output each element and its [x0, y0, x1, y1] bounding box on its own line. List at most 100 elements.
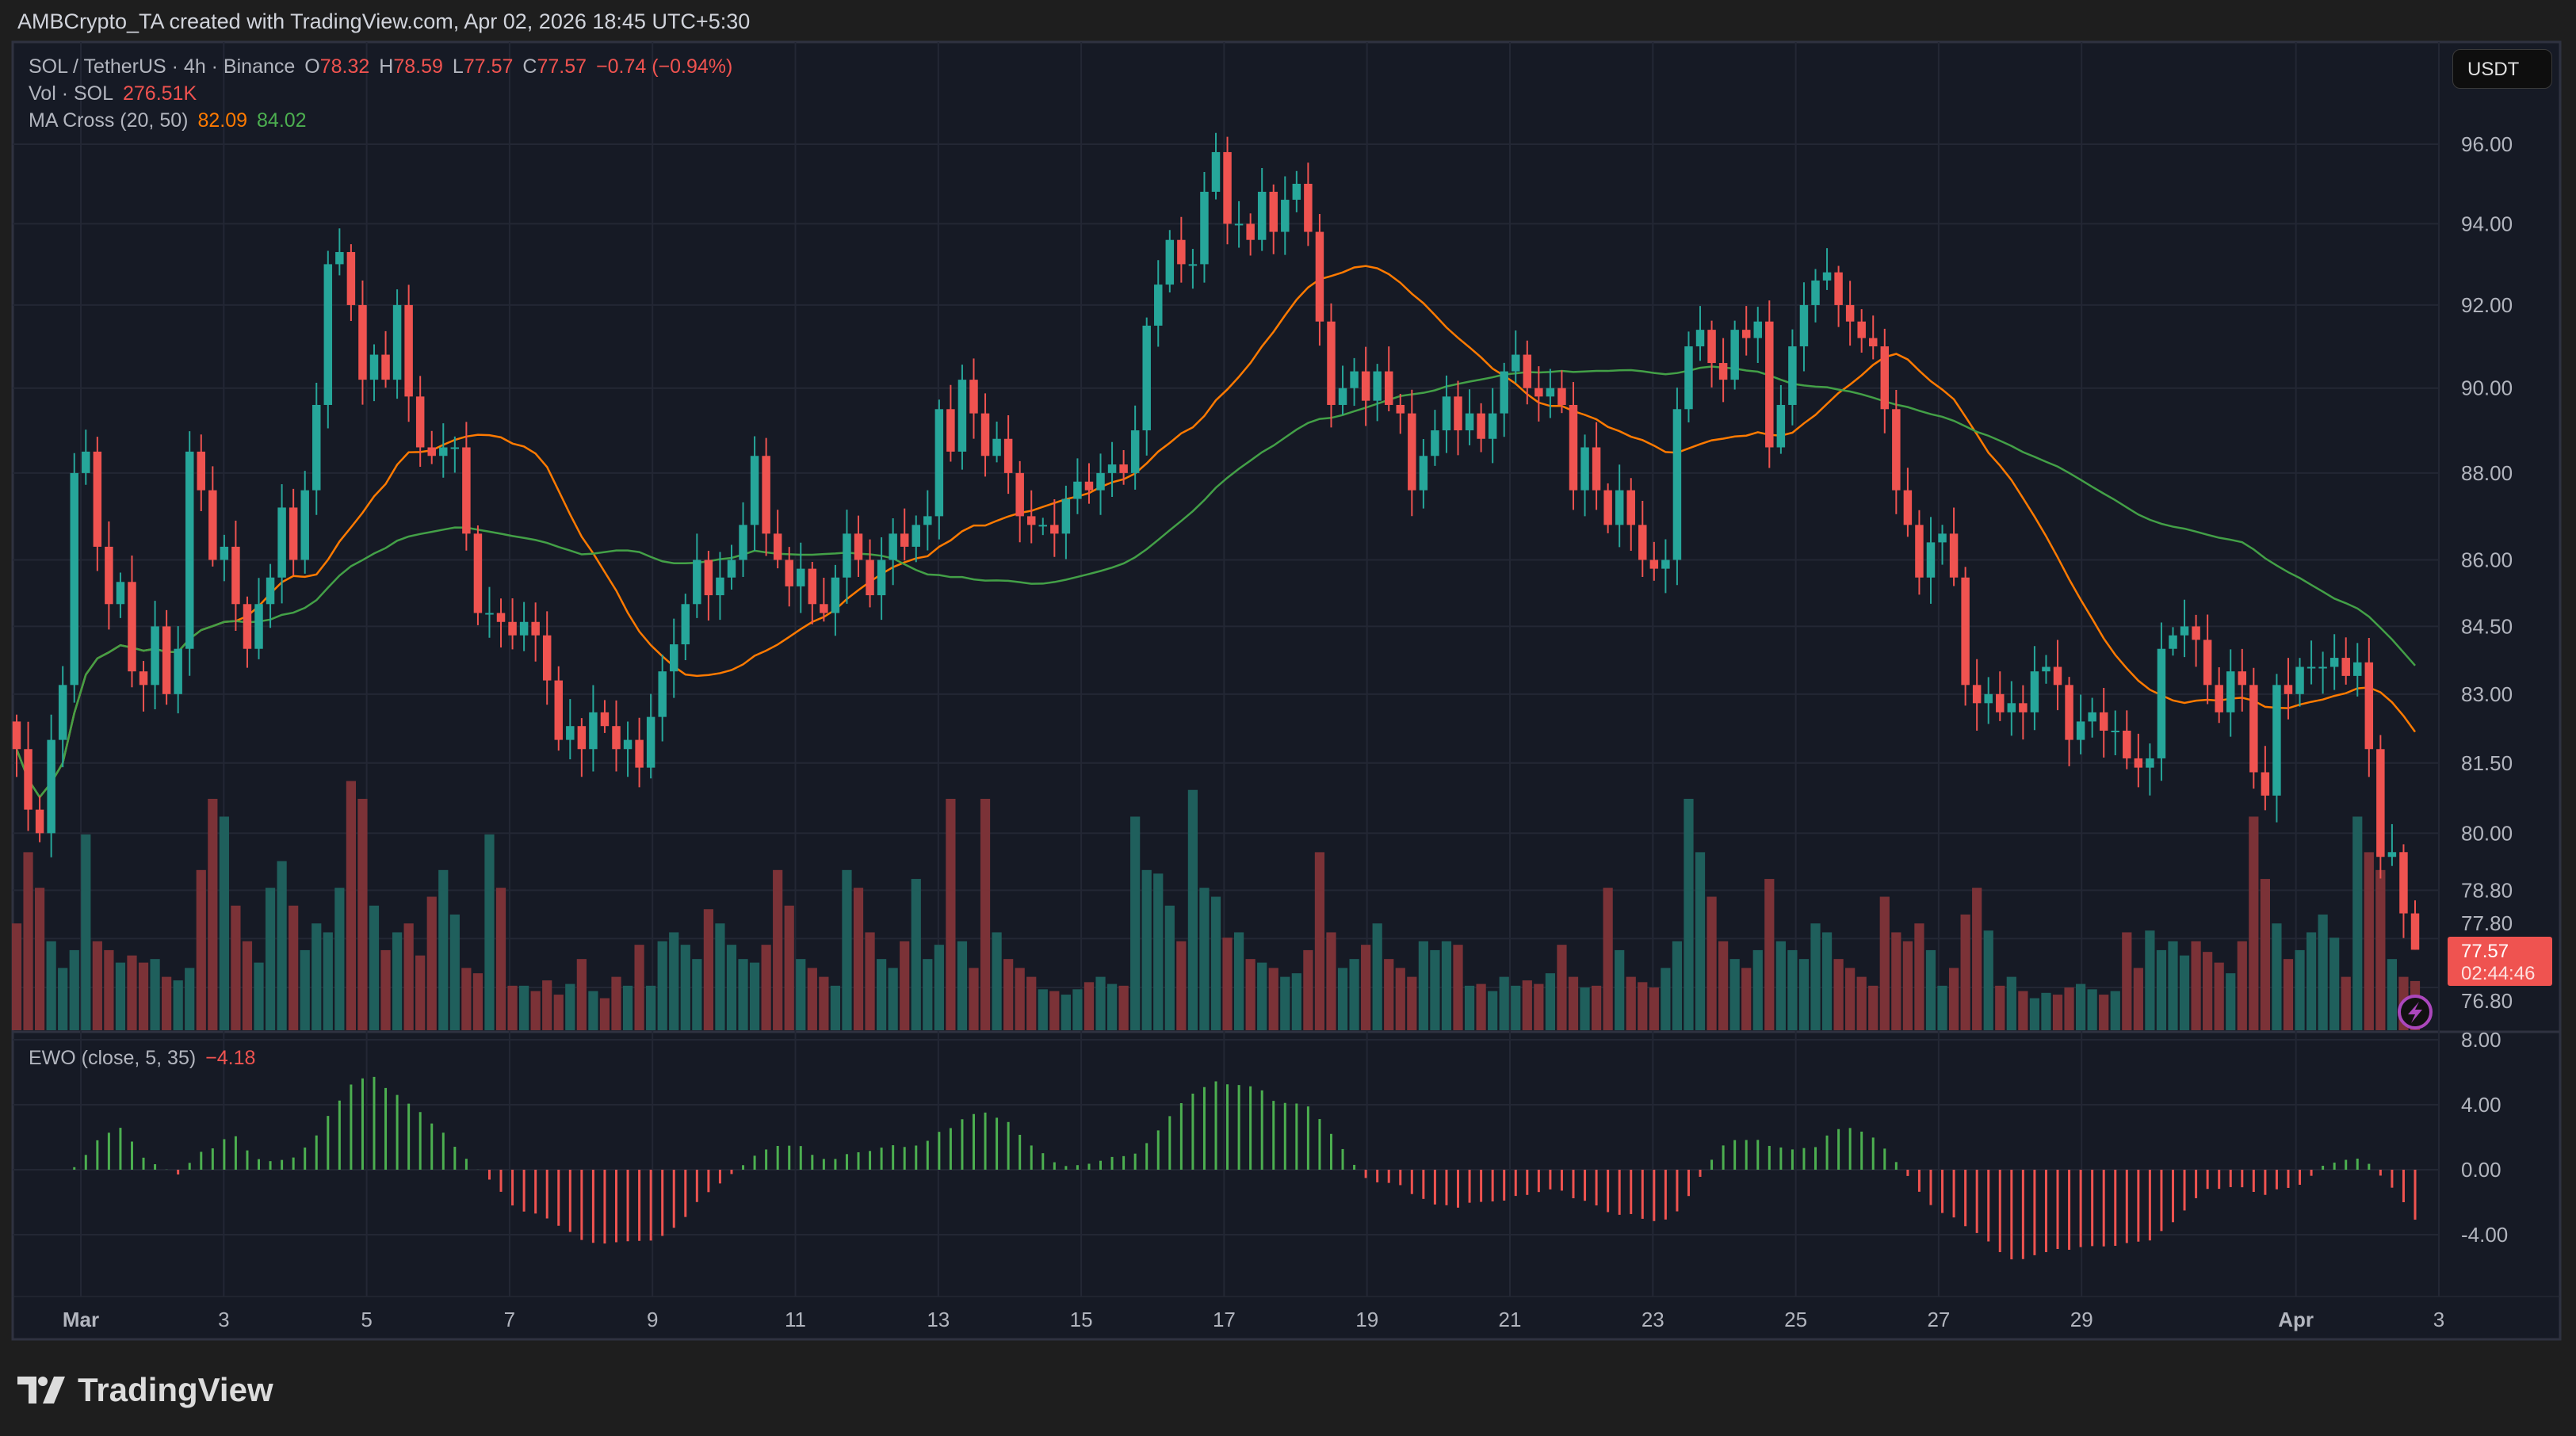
volume-bar: [576, 959, 587, 1030]
candle-body: [1753, 321, 1762, 338]
candle-body: [1350, 371, 1359, 388]
time-axis-label: 21: [1499, 1308, 1522, 1331]
volume-bar: [1257, 962, 1267, 1030]
candle-body: [1419, 456, 1428, 491]
volume-bar: [1960, 914, 1970, 1030]
candle-body: [1961, 577, 1970, 686]
ma-label[interactable]: MA Cross (20, 50): [29, 109, 189, 132]
candle-body: [889, 533, 897, 560]
candle-body: [1880, 346, 1890, 410]
volume-bar: [749, 962, 760, 1030]
candle-body: [1535, 388, 1543, 397]
candle-body: [980, 413, 990, 456]
volume-bar: [807, 968, 817, 1030]
ewo-label[interactable]: EWO (close, 5, 35): [29, 1047, 197, 1069]
candle-body: [1926, 542, 1936, 578]
volume-bar: [1798, 959, 1810, 1030]
candle-body: [670, 644, 678, 672]
candle-body: [185, 451, 194, 649]
candle-body: [2376, 749, 2385, 857]
candle-body: [1154, 285, 1163, 326]
volume-bar: [1603, 888, 1613, 1030]
volume-bar: [1291, 973, 1301, 1030]
time-axis-label: 5: [361, 1308, 372, 1331]
close-value: 77.57: [537, 55, 587, 78]
volume-bar: [1349, 959, 1359, 1030]
candle-body: [1695, 330, 1705, 347]
volume-bar: [2145, 930, 2155, 1030]
price-axis-label: 78.80: [2461, 878, 2513, 902]
volume-bar: [1718, 941, 1729, 1030]
candle-body: [1512, 354, 1520, 372]
volume-label[interactable]: Vol · SOL: [29, 82, 113, 105]
price-axis-label: 94.00: [2461, 212, 2513, 235]
price-axis-label: 76.80: [2461, 989, 2513, 1013]
volume-bar: [1684, 798, 1694, 1030]
candle-body: [1996, 693, 2005, 712]
symbol-name[interactable]: SOL / TetherUS · 4h · Binance: [29, 55, 296, 78]
volume-bar: [265, 888, 276, 1030]
candle-body: [762, 456, 770, 534]
volume-bar: [495, 888, 506, 1030]
candle-body: [266, 577, 275, 605]
candle-body: [208, 490, 217, 560]
volume-bar: [2064, 987, 2074, 1030]
volume-bar: [2306, 932, 2317, 1030]
ewo-value: −4.18: [205, 1047, 256, 1069]
volume-bar: [2283, 959, 2294, 1030]
volume-bar: [415, 955, 426, 1030]
volume-bar: [1983, 930, 1993, 1030]
volume-bar: [1545, 973, 1556, 1030]
volume-bar: [519, 985, 529, 1030]
volume-bar: [254, 962, 264, 1030]
volume-bar: [277, 861, 287, 1030]
candlesticks: [12, 132, 2420, 950]
currency-button[interactable]: USDT: [2452, 49, 2552, 89]
volume-bar: [738, 959, 748, 1030]
candle-body: [1776, 404, 1786, 448]
volume-bar: [1384, 959, 1394, 1030]
volume-bar: [1810, 923, 1821, 1030]
ma20-line: [15, 265, 2417, 800]
volume-bar: [819, 976, 829, 1030]
candle-body: [139, 671, 148, 686]
tradingview-logo[interactable]: TradingView: [17, 1371, 273, 1409]
candle-body: [427, 447, 436, 456]
volume-bar: [185, 968, 195, 1030]
candle-body: [508, 621, 517, 636]
candle-body: [531, 621, 540, 636]
candle-body: [2053, 666, 2062, 686]
volume-bar: [1787, 949, 1798, 1030]
volume-bar: [646, 985, 656, 1030]
candle-body: [577, 726, 587, 750]
volume-bar: [34, 888, 45, 1030]
volume-bar: [1821, 932, 1833, 1030]
candle-body: [2192, 626, 2200, 640]
volume-bar: [900, 941, 910, 1030]
volume-bar: [392, 932, 403, 1030]
candle-body: [1949, 533, 1959, 578]
volume-bar: [2029, 998, 2040, 1030]
candle-body: [1257, 191, 1267, 240]
candle-body: [220, 546, 229, 560]
volume-bar: [2018, 991, 2028, 1030]
candle-body: [1799, 304, 1809, 347]
candle-body: [1026, 516, 1036, 525]
volume-bar: [1695, 852, 1706, 1030]
volume-bar: [323, 932, 333, 1030]
candle-body: [2157, 648, 2166, 758]
volume-bar: [1707, 896, 1717, 1030]
volume-bar: [1948, 968, 1959, 1030]
lightning-icon[interactable]: [2398, 995, 2433, 1029]
volume-bar: [530, 991, 541, 1030]
volume-bar: [1314, 852, 1325, 1030]
candle-body: [1304, 183, 1313, 232]
volume-bar: [1233, 932, 1244, 1030]
candle-body: [2295, 666, 2304, 694]
volume-bar: [1106, 983, 1118, 1030]
candle-body: [1188, 264, 1198, 266]
volume-bar: [1038, 989, 1048, 1030]
candle-body: [866, 560, 874, 596]
candle-body: [93, 451, 102, 547]
